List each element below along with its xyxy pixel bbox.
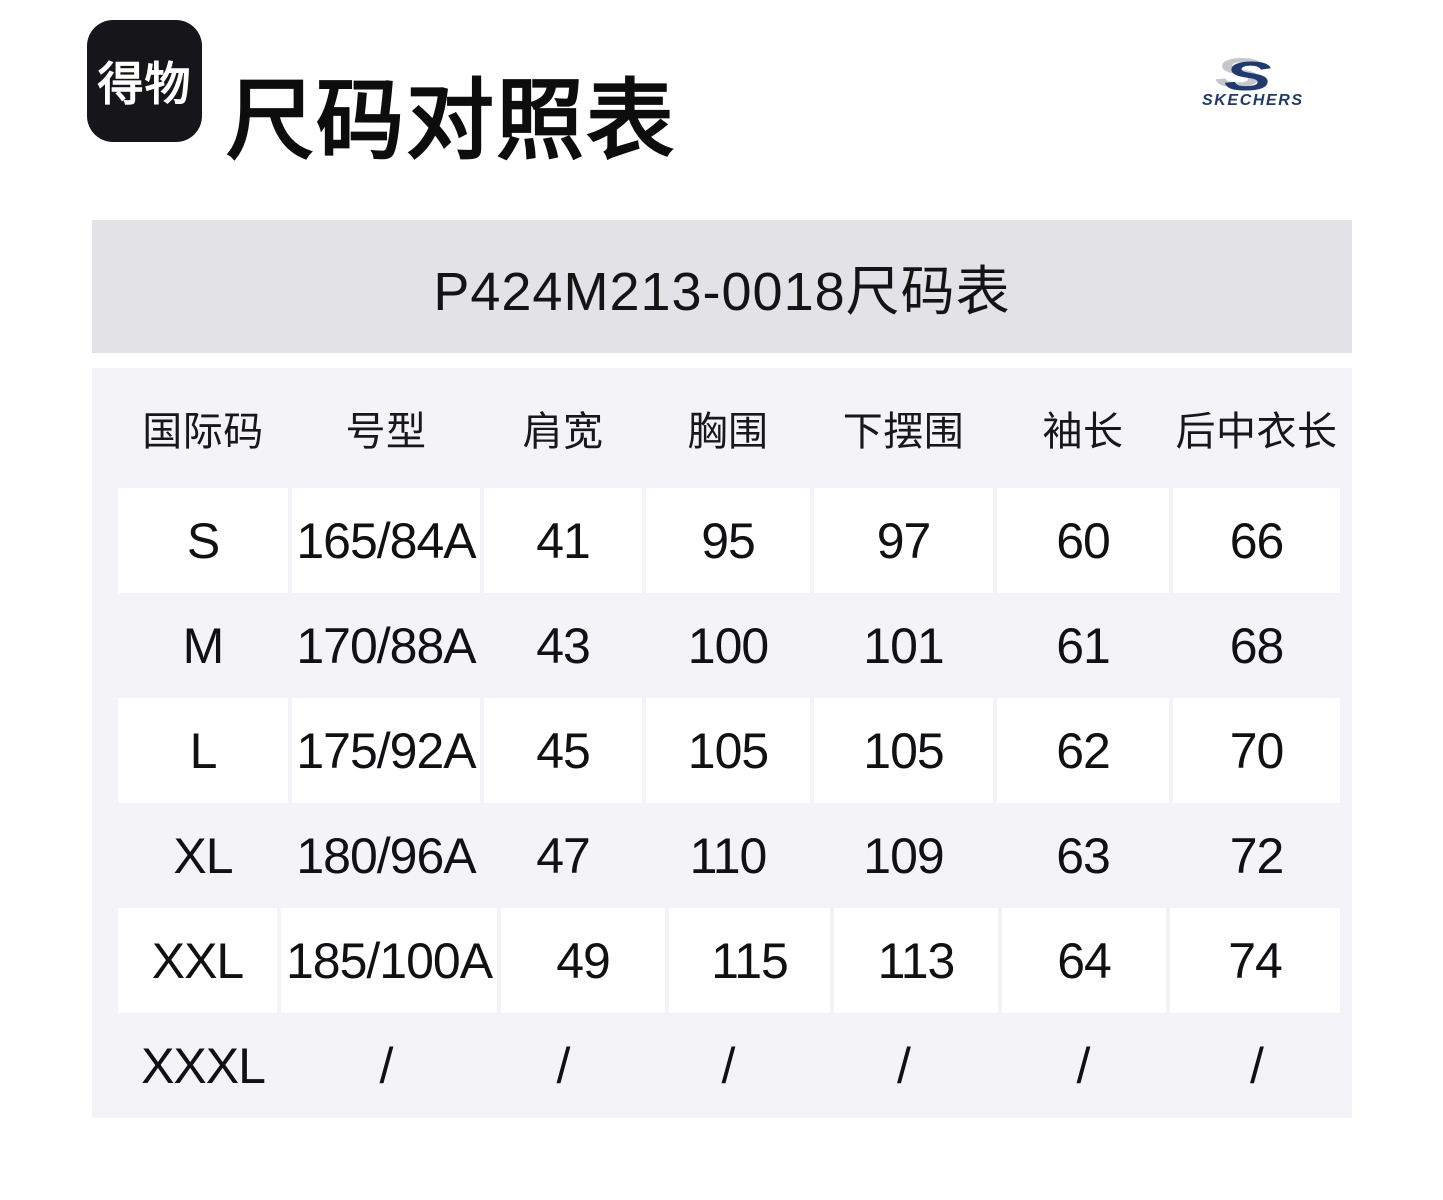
value-cell: 110 xyxy=(689,827,768,884)
value-cell: 60 xyxy=(997,488,1169,593)
value-cell: 62 xyxy=(997,698,1169,803)
value-cell: 49 xyxy=(501,908,665,1013)
value-cell: 74 xyxy=(1170,908,1340,1013)
value-cell: 170/88A xyxy=(296,617,476,674)
skechers-s-glyph: S xyxy=(1224,54,1272,99)
col-header-hem: 下摆围 xyxy=(842,410,965,454)
table-row-m: M 170/88A 43 100 101 61 68 xyxy=(118,593,1340,698)
size-label: XXXL xyxy=(141,1037,266,1094)
value-cell: 41 xyxy=(484,488,642,593)
skechers-wordmark: SKECHERS xyxy=(1202,92,1304,109)
table-header-row: 国际码 号型 肩宽 胸围 下摆围 袖长 后中衣长 xyxy=(118,368,1340,488)
value-cell: 97 xyxy=(814,488,993,593)
col-header-shoulder: 肩宽 xyxy=(522,410,604,454)
size-label: XXL xyxy=(118,908,277,1013)
value-cell: 105 xyxy=(814,698,993,803)
value-cell: / xyxy=(721,1037,736,1094)
dewu-logo-text: 得物 xyxy=(97,58,192,110)
value-cell: 180/96A xyxy=(296,827,476,884)
value-cell: 63 xyxy=(1056,827,1111,884)
table-row-xxxl: XXXL / / / / / / xyxy=(118,1013,1340,1118)
svg-text:S: S xyxy=(1215,51,1263,96)
col-header-back-length: 后中衣长 xyxy=(1175,410,1338,454)
table-row-l: L 175/92A 45 105 105 62 70 xyxy=(118,698,1340,803)
page-title: 尺码对照表 xyxy=(226,70,677,170)
value-cell: 68 xyxy=(1229,617,1285,674)
value-cell: 105 xyxy=(646,698,810,803)
size-label: XL xyxy=(173,827,233,884)
value-cell: / xyxy=(1076,1037,1091,1094)
value-cell: 113 xyxy=(834,908,998,1013)
value-cell: / xyxy=(556,1037,571,1094)
value-cell: 72 xyxy=(1229,827,1285,884)
value-cell: 165/84A xyxy=(292,488,480,593)
value-cell: / xyxy=(897,1037,911,1094)
value-cell: 109 xyxy=(863,827,944,884)
value-cell: 115 xyxy=(669,908,830,1013)
size-chart-title-bar: P424M213-0018尺码表 xyxy=(92,220,1352,353)
dewu-logo: 得物 xyxy=(87,20,202,142)
table-row-s: S 165/84A 41 95 97 60 66 xyxy=(118,488,1340,593)
value-cell: 64 xyxy=(1002,908,1166,1013)
value-cell: / xyxy=(1250,1037,1264,1094)
value-cell: 185/100A xyxy=(281,908,497,1013)
table-row-xl: XL 180/96A 47 110 109 63 72 xyxy=(118,803,1340,908)
value-cell: 95 xyxy=(646,488,810,593)
value-cell: 43 xyxy=(536,617,591,674)
skechers-logo: S S SKECHERS xyxy=(1188,48,1316,115)
col-header-intl-size: 国际码 xyxy=(142,410,264,454)
value-cell: 101 xyxy=(863,617,944,674)
size-table: 国际码 号型 肩宽 胸围 下摆围 袖长 后中衣长 S 165/84A 41 95… xyxy=(92,368,1352,1118)
value-cell: 66 xyxy=(1173,488,1340,593)
value-cell: 61 xyxy=(1056,617,1111,674)
col-header-chest: 胸围 xyxy=(687,410,769,454)
skechers-s-icon: S S SKECHERS xyxy=(1202,51,1304,109)
col-header-model: 号型 xyxy=(345,410,427,454)
size-label: L xyxy=(118,698,288,803)
value-cell: 47 xyxy=(536,827,591,884)
table-row-xxl: XXL 185/100A 49 115 113 64 74 xyxy=(118,908,1340,1013)
value-cell: 70 xyxy=(1173,698,1340,803)
size-chart-title: P424M213-0018尺码表 xyxy=(433,262,1011,322)
size-label: S xyxy=(118,488,288,593)
value-cell: / xyxy=(379,1037,394,1094)
value-cell: 100 xyxy=(687,617,769,674)
col-header-sleeve: 袖长 xyxy=(1042,410,1124,454)
value-cell: 175/92A xyxy=(292,698,480,803)
size-label: M xyxy=(182,617,225,674)
value-cell: 45 xyxy=(484,698,642,803)
